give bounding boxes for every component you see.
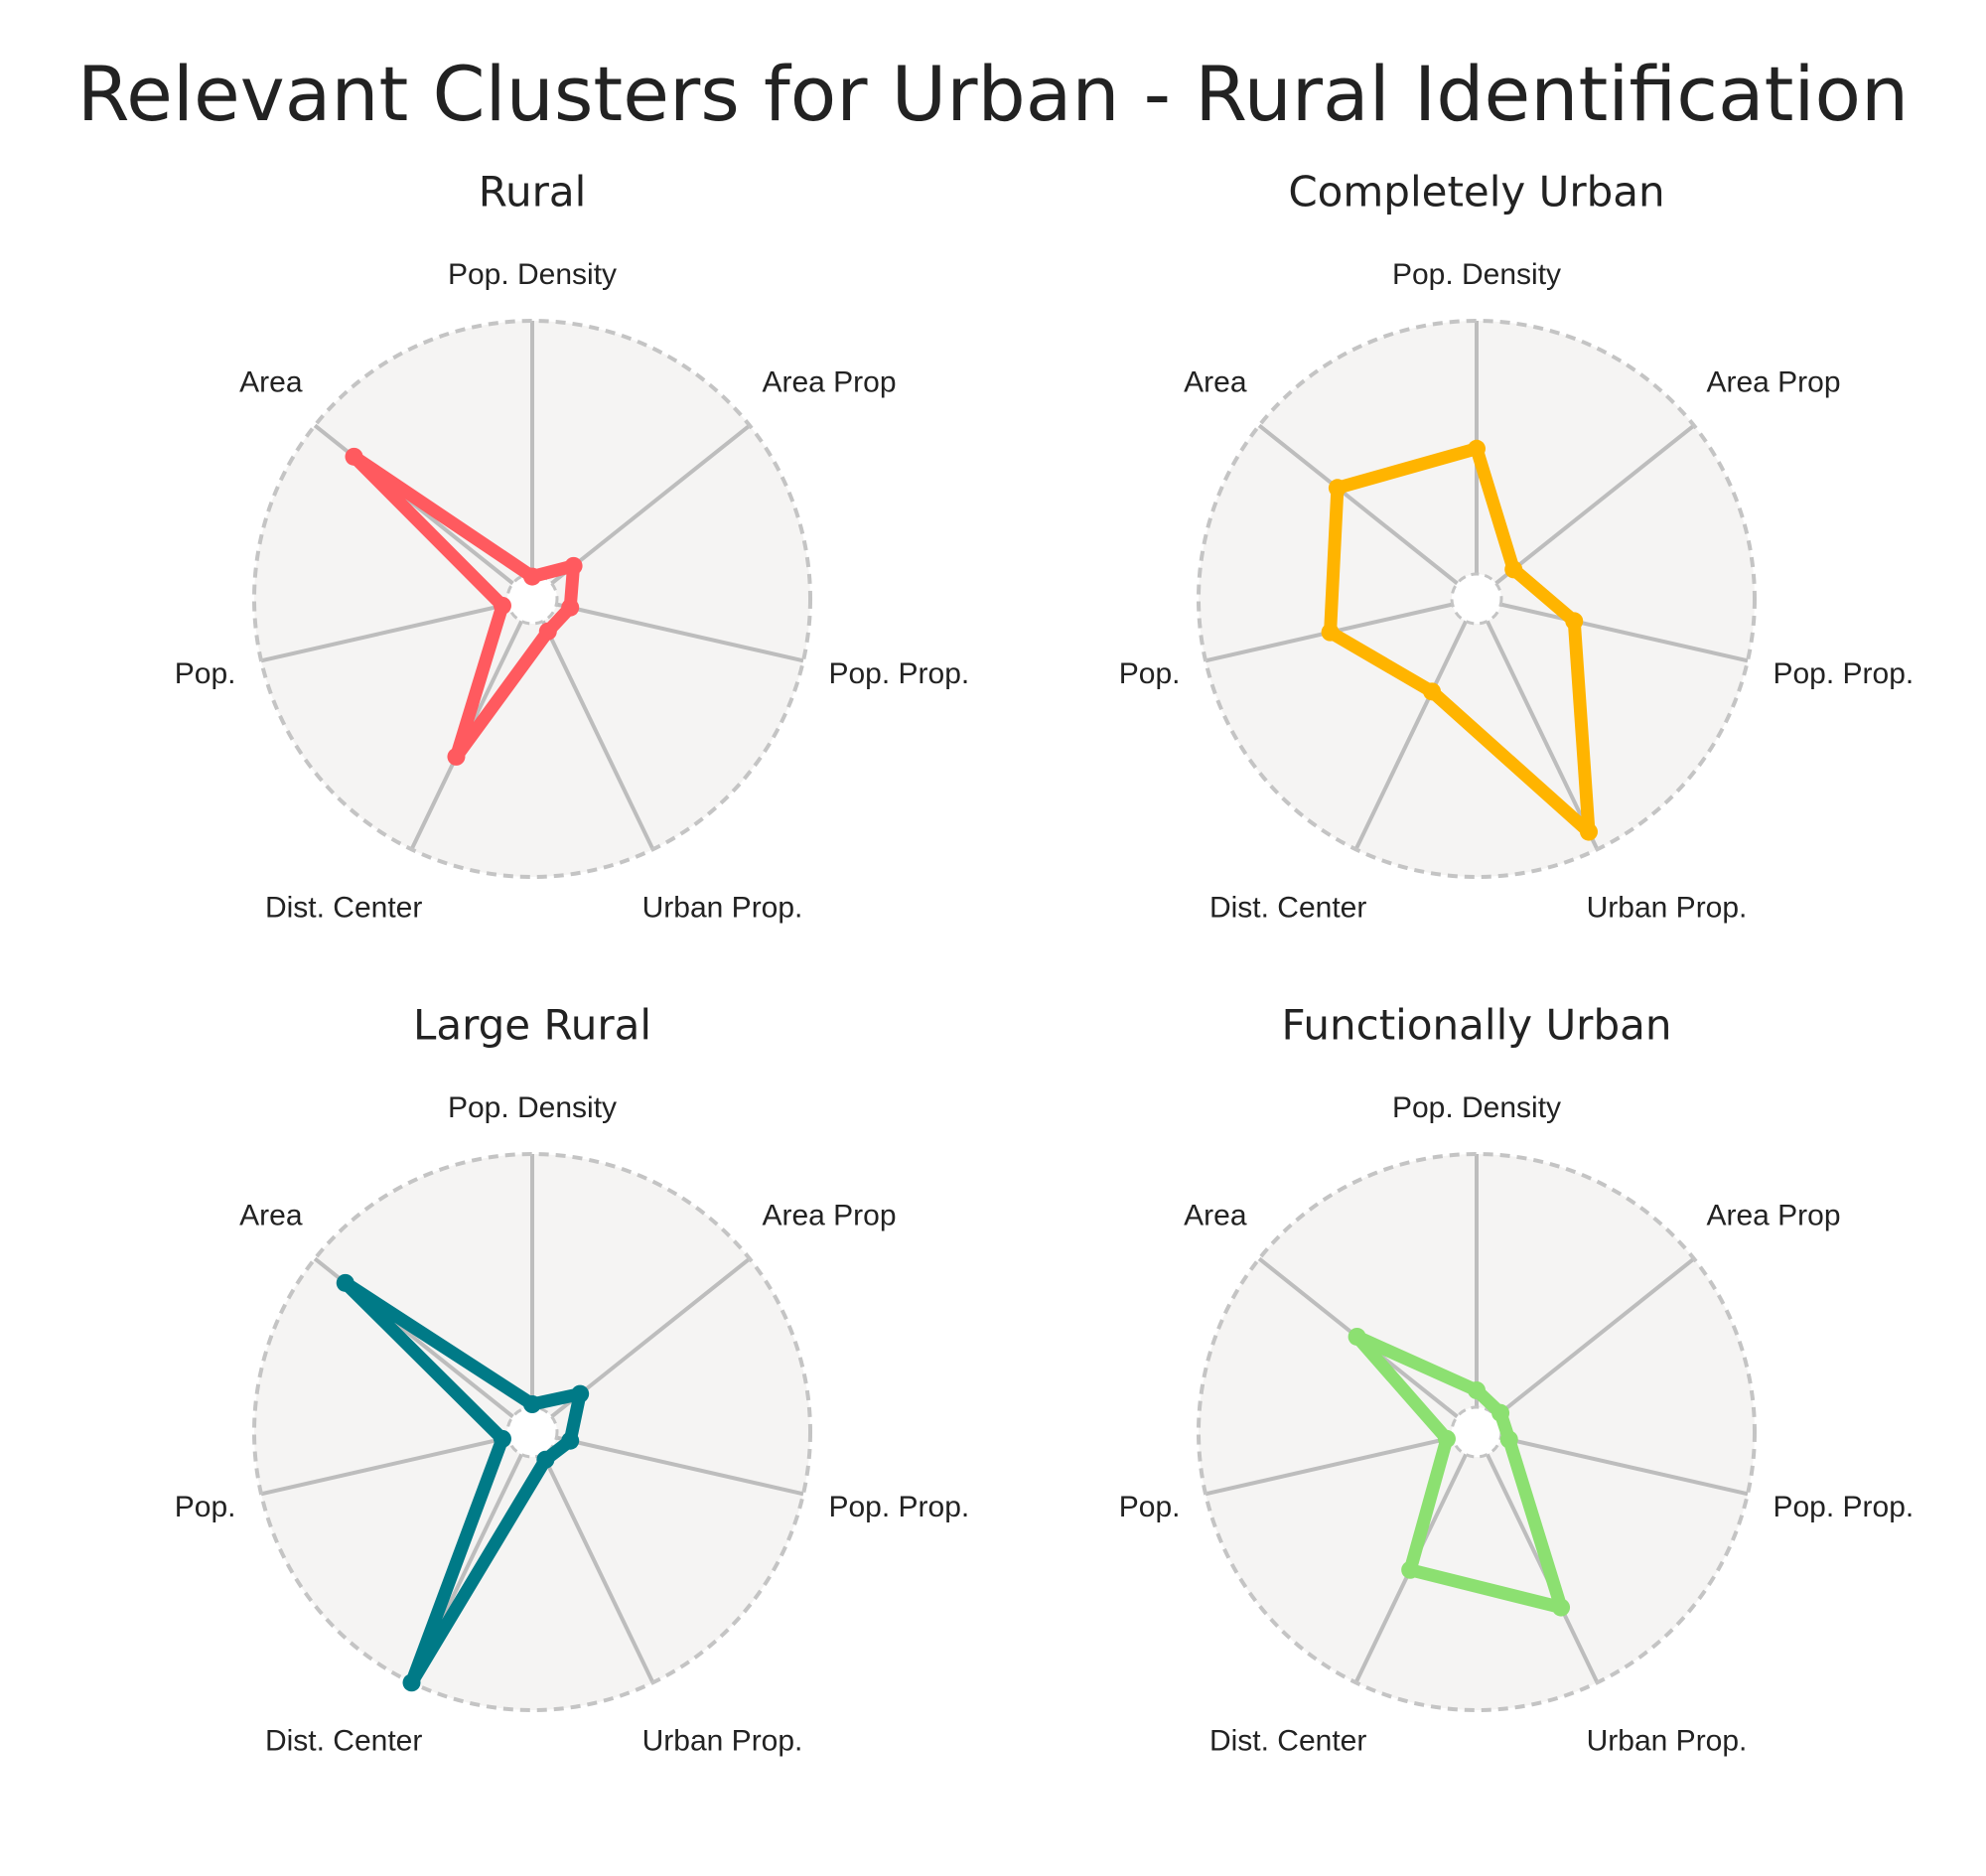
data-point [1348,1327,1366,1346]
data-point [1468,439,1486,458]
axis-label: Area [239,365,303,398]
data-point [402,1673,421,1692]
subplot-title: Rural [479,168,587,216]
spoke [530,1256,752,1434]
axis-label: Urban Prop. [642,892,803,925]
data-point [523,567,541,586]
data-point [1468,1381,1486,1399]
data-point [493,1429,511,1448]
data-point [1579,822,1598,841]
data-point [571,1384,590,1403]
subplot-title: Completely Urban [1288,168,1664,216]
data-point [1401,1560,1420,1579]
data-point [1328,479,1347,498]
data-point [1491,1403,1510,1422]
axis-label: Pop. [175,1491,236,1523]
axis-label: Urban Prop. [1587,892,1748,925]
spoke [1475,598,1600,851]
data-point [1552,1598,1571,1617]
axis-label: Pop. [1119,1491,1181,1523]
axis-label: Area Prop [762,365,896,398]
outer-ring [252,319,812,879]
spoke [1475,1431,1600,1684]
axis-label: Area [1184,365,1247,398]
data-point [1499,1430,1518,1449]
data-point [1437,1429,1456,1448]
axis-label: Area Prop [1706,1199,1840,1231]
inner-ring [1450,572,1503,626]
axis-label: Pop. Prop. [1773,657,1914,690]
axis-label: Pop. Density [448,258,617,291]
axis-label: Dist. Center [265,1725,422,1758]
axis-label: Pop. Prop. [828,657,969,690]
data-point [564,556,583,575]
axis-label: Pop. Density [448,1091,617,1124]
spoke [1257,423,1479,601]
spoke [530,1431,655,1684]
spoke [1353,598,1479,851]
data-outline [1324,442,1596,839]
axis-label: Urban Prop. [1587,1725,1748,1758]
subplot-title: Functionally Urban [1282,1001,1672,1050]
data-point [1321,623,1340,642]
subplot-title: Large Rural [413,1001,651,1050]
axis-label: Pop. [1119,657,1181,690]
spoke [530,598,655,851]
axis-label: Dist. Center [1209,1725,1366,1758]
data-point [561,598,580,617]
axis-label: Area [239,1199,303,1231]
data-point [345,447,363,466]
data-point [336,1273,355,1292]
axis-label: Urban Prop. [642,1725,803,1758]
axis-label: Pop. Prop. [1773,1491,1914,1523]
axis-label: Dist. Center [1209,892,1366,925]
data-point [1504,560,1523,579]
outer-ring [1197,1152,1757,1712]
axis-label: Pop. [175,657,236,690]
data-point [447,747,466,766]
outer-ring [252,1152,812,1712]
axis-label: Area Prop [762,1199,896,1231]
axis-label: Pop. Prop. [828,1491,969,1523]
spoke [1475,1256,1696,1434]
data-point [1565,612,1584,631]
axis-label: Area [1184,1199,1247,1231]
axis-label: Dist. Center [265,892,422,925]
data-point [538,622,557,641]
spoke [1476,1430,1749,1497]
spoke [1205,597,1478,663]
data-point [561,1431,580,1450]
data-point [523,1395,541,1413]
spoke [260,597,533,663]
figure-title: Relevant Clusters for Urban - Rural Iden… [77,50,1909,138]
spoke [260,1430,533,1497]
axis-label: Area Prop [1706,365,1840,398]
data-point [536,1450,555,1469]
axis-label: Pop. Density [1392,258,1561,291]
spoke [1205,1430,1478,1497]
spoke [1476,597,1749,663]
outer-ring [1197,319,1757,879]
data-point [493,596,511,615]
data-point [1423,682,1442,701]
axis-label: Pop. Density [1392,1091,1561,1124]
